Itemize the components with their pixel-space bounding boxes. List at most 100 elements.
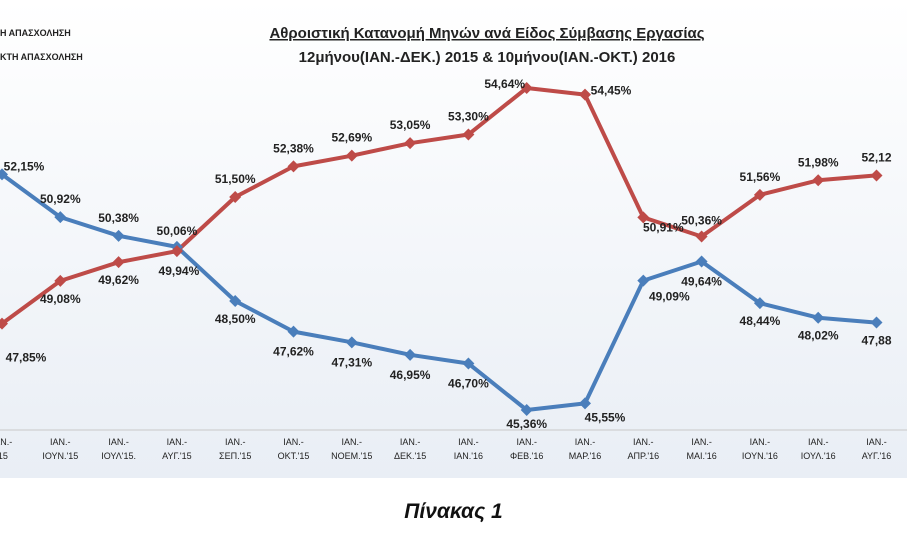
x-tick-label: ΙΑΝ.- <box>0 437 12 447</box>
chart-area: Αθροιστική Κατανομή Μηνών ανά Είδος Σύμβ… <box>0 0 907 478</box>
series-1-data-label: 50,92% <box>40 192 81 206</box>
series-2-point <box>462 128 475 141</box>
x-tick-label: ΟΚΤ.'15 <box>278 451 310 461</box>
series-1-point <box>0 168 8 181</box>
series-2-data-label: 52,38% <box>273 141 314 155</box>
x-tick-label: ΙΟΥΝ.'15 <box>42 451 78 461</box>
series-2-point <box>345 149 358 162</box>
series-2-data-label: 49,62% <box>98 273 139 287</box>
series-1-point <box>520 404 533 416</box>
series-1-point <box>229 295 242 308</box>
series-2-data-label: 49,08% <box>40 292 81 306</box>
x-tick-label: ΑΥΓ.'16 <box>862 451 892 461</box>
x-tick-label: ΙΑΝ.- <box>808 437 829 447</box>
series-2-point <box>287 160 300 173</box>
series-1-point <box>695 255 708 268</box>
x-tick-label: ΙΑΝ.- <box>225 437 246 447</box>
series-2-data-label: 53,30% <box>448 109 489 123</box>
series-2-point <box>54 274 67 287</box>
series-1-point <box>287 325 300 338</box>
series-1-data-label: 50,06% <box>157 224 198 238</box>
series-1-point <box>637 274 650 287</box>
series-1-data-label: 52,15% <box>4 159 45 173</box>
series-1-point <box>753 297 766 310</box>
series-2-data-label: 53,05% <box>390 118 431 132</box>
series-1-data-label: 49,64% <box>681 274 722 288</box>
series-2-data-label: 47,85% <box>6 351 47 365</box>
x-tick-label: ΙΑΝ.- <box>866 437 887 447</box>
series-2-point <box>112 256 125 269</box>
x-tick-label: ΙΟΥΛ'15. <box>101 451 136 461</box>
series-2-data-label: 54,64% <box>484 77 525 91</box>
series-1-data-label: 45,55% <box>585 410 626 424</box>
series-2-point <box>753 188 766 201</box>
series-group: 52,15% 50,92% 50,38% 50,06% 48,50% 47,62% 47,3… <box>0 77 892 431</box>
series-2-point <box>695 230 708 243</box>
series-1-data-label: 47,31% <box>331 355 372 369</box>
x-tick-label: ΙΑΝ.- <box>691 437 712 447</box>
series-1-point <box>462 357 475 370</box>
x-tick-label: ΙΑΝ.'16 <box>454 451 483 461</box>
x-tick-label: ΙΟΥΝ.'16 <box>742 451 778 461</box>
x-tick-label: ΑΠΡ.'16 <box>628 451 660 461</box>
x-tick-label: ΔΕΚ.'15 <box>394 451 426 461</box>
series-2-data-label: 52,12 <box>861 150 891 164</box>
series-1-data-label: 45,36% <box>506 417 547 431</box>
x-tick-label: ΜΑΡ.'16 <box>569 451 602 461</box>
series-1-data-label: 50,38% <box>98 211 139 225</box>
x-tick-label: ΜΑΙ.'16 <box>686 451 716 461</box>
series-2-data-label: 50,91% <box>643 220 684 234</box>
series-1-data-label: 47,62% <box>273 345 314 359</box>
series-2-line <box>0 86 877 326</box>
x-tick-label: ΙΑΝ.- <box>108 437 129 447</box>
x-tick-label: ΙΑΝ.- <box>283 437 304 447</box>
x-tick-label: ΑΥΓ.'15 <box>162 451 192 461</box>
x-tick-group: ΙΑΝ.- '15 ΙΑΝ.- ΙΟΥΝ.'15 ΙΑΝ.- ΙΟΥΛ'15. ΙΑΝ.- Α… <box>0 437 891 461</box>
x-tick-label: ΙΑΝ.- <box>750 437 771 447</box>
x-tick-label: ΙΑΝ.- <box>342 437 363 447</box>
series-1-data-label: 46,95% <box>390 368 431 382</box>
series-1-point <box>345 336 358 349</box>
x-tick-label: ΝΟΕΜ.'15 <box>331 451 372 461</box>
x-tick-label: ΣΕΠ.'15 <box>219 451 251 461</box>
series-1-point <box>579 397 591 410</box>
series-1-line <box>0 172 877 412</box>
line-chart: Αθροιστική Κατανομή Μηνών ανά Είδος Σύμβ… <box>0 25 907 461</box>
series-1-data-label: 48,44% <box>740 314 781 328</box>
x-tick-label: ΙΑΝ.- <box>167 437 188 447</box>
chart-title: Αθροιστική Κατανομή Μηνών ανά Είδος Σύμβ… <box>269 25 704 42</box>
series-2-point <box>637 211 650 224</box>
series-2-point <box>812 174 825 187</box>
series-1-point <box>112 229 125 242</box>
legend-entry-1: Η ΑΠΑΣΧΟΛΗΣΗ <box>0 28 71 38</box>
x-tick-label: '15 <box>0 451 8 461</box>
x-tick-label: ΙΑΝ.- <box>516 437 537 447</box>
series-2-data-label: 54,45% <box>591 84 632 98</box>
chart-subtitle: 12μήνου(ΙΑΝ.-ΔΕΚ.) 2015 & 10μήνου(ΙΑΝ.-Ο… <box>299 49 676 66</box>
x-tick-label: ΙΑΝ.- <box>575 437 596 447</box>
series-2-data-label: 49,94% <box>159 264 200 278</box>
series-2-point <box>579 88 591 101</box>
series-1-point <box>404 348 417 361</box>
series-1-point <box>870 316 883 329</box>
series-1-data-label: 47,88 <box>861 334 891 348</box>
series-2-data-label: 50,36% <box>681 214 722 228</box>
series-1-data-label: 46,70% <box>448 377 489 391</box>
series-1-point <box>812 311 825 324</box>
x-tick-label: ΙΟΥΛ.'16 <box>801 451 836 461</box>
series-1-data-label: 48,02% <box>798 329 839 343</box>
series-2-point <box>229 190 242 203</box>
series-2-data-label: 51,98% <box>798 155 839 169</box>
series-2-point <box>170 245 183 258</box>
series-2-point <box>870 169 883 182</box>
x-tick-label: ΙΑΝ.- <box>633 437 654 447</box>
x-tick-label: ΙΑΝ.- <box>400 437 421 447</box>
series-1-point <box>54 211 67 224</box>
legend-entry-2: ΚΤΗ ΑΠΑΣΧΟΛΗΣΗ <box>0 52 83 62</box>
series-2-data-label: 51,56% <box>740 170 781 184</box>
series-2-point <box>520 82 533 94</box>
series-2-data-label: 52,69% <box>331 131 372 145</box>
series-2-point <box>0 317 8 330</box>
x-tick-label: ΙΑΝ.- <box>50 437 71 447</box>
series-2-point <box>404 137 417 150</box>
